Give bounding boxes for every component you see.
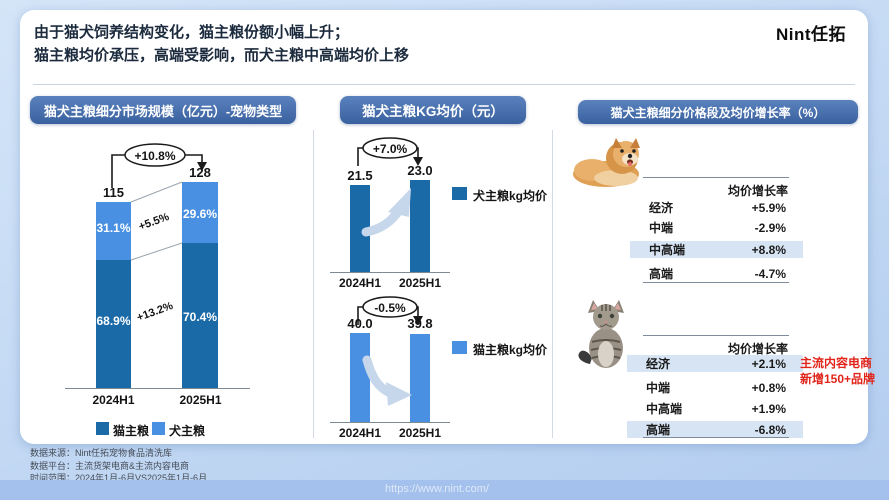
legend-label-dog-price: 犬主粮kg均价 xyxy=(473,189,548,203)
slide-title: 由于猫犬饲养结构变化，猫主粮份额小幅上升； 猫主粮均价承压，高端受影响，而犬主粮… xyxy=(34,21,409,68)
segment-panel-header: 猫犬主粮细分价格段及均价增长率（%） xyxy=(578,100,858,124)
dog-table-bottom-rule xyxy=(643,282,789,283)
segment-label: 中端 xyxy=(649,221,674,235)
dog-price-x-axis xyxy=(330,272,450,273)
cat-price-xtick-2024h1: 2024H1 xyxy=(338,426,382,440)
segment-value: +1.9% xyxy=(751,401,786,416)
legend-swatch-dog-price xyxy=(452,187,467,200)
time-range-note: 时间范围：2024年1月-6月VS2025年1月-6月 xyxy=(30,473,208,484)
report-card: Nint任拓 由于猫犬饲养结构变化，猫主粮份额小幅上升； 猫主粮均价承压，高端受… xyxy=(20,10,875,444)
segment-label: 经济 xyxy=(646,357,671,371)
dog-price-xtick-2024h1: 2024H1 xyxy=(338,276,382,290)
segment-label: 经济 xyxy=(649,201,674,215)
bar-cat-price-2024h1 xyxy=(350,333,370,422)
segment-value: -4.7% xyxy=(754,266,786,281)
legend-swatch-dog-food xyxy=(152,422,165,435)
cat-price-2024h1-value: 40.0 xyxy=(347,316,373,331)
cat-table-row-mid-high: 中高端 +1.9% xyxy=(627,400,803,417)
data-platform-note: 数据平台：主流货架电商&主流内容电商 xyxy=(30,460,190,471)
cat-price-2025h1-value: 39.8 xyxy=(407,316,433,331)
cat-table-row-economy: 经济 +2.1% xyxy=(627,355,803,372)
legend-label-cat-price: 猫主粮kg均价 xyxy=(473,343,548,357)
nint-logo: Nint任拓 xyxy=(775,25,846,44)
dog-table-row-economy: 经济 +5.9% xyxy=(630,199,803,216)
title-line-1: 由于猫犬饲养结构变化，猫主粮份额小幅上升； xyxy=(34,24,350,41)
content-ecommerce-annotation: 主流内容电商 新增150+品牌 xyxy=(800,355,889,387)
legend-swatch-cat-food xyxy=(96,422,109,435)
bar-cat-price-2025h1 xyxy=(410,334,430,422)
dog-table-top-rule xyxy=(643,177,789,178)
annotation-line-1: 主流内容电商 xyxy=(800,356,873,370)
dog-table-row-mid-high: 中高端 +8.8% xyxy=(630,241,803,258)
total-growth-label: +10.8% xyxy=(134,149,176,163)
market-xtick-2024h1: 2024H1 xyxy=(92,393,135,407)
dog-price-growth-label: +7.0% xyxy=(372,142,408,156)
segment-label: 中端 xyxy=(646,381,671,395)
cat-price-growth-label: -0.5% xyxy=(374,301,406,315)
bar-dog-price-2025h1 xyxy=(410,180,430,272)
total-value-2025h1: 128 xyxy=(189,165,211,180)
cat-table-row-high: 高端 -6.8% xyxy=(627,421,803,438)
watermark-url: https://www.nint.com/ xyxy=(385,483,489,495)
cat-price-xtick-2025h1: 2025H1 xyxy=(398,426,442,440)
segment-value: +8.8% xyxy=(751,242,786,257)
dog-share-2025h1: 29.6% xyxy=(182,207,218,221)
legend-label-cat-food: 猫主粮 xyxy=(113,424,150,438)
dog-price-2025h1-value: 23.0 xyxy=(407,163,433,178)
segment-value: +0.8% xyxy=(751,380,786,395)
cat-table-row-mid: 中端 +0.8% xyxy=(627,379,803,396)
tabby-kitten-image xyxy=(578,300,624,368)
segment-value: +5.9% xyxy=(751,200,786,215)
dog-segment-growth-label: +5.5% xyxy=(137,210,171,234)
dog-table-row-high: 高端 -4.7% xyxy=(630,265,803,282)
legend-swatch-cat-price xyxy=(452,341,467,354)
bar-2024h1-cat-food-segment xyxy=(96,260,131,388)
segment-value: -2.9% xyxy=(754,220,786,235)
pomeranian-dog-image xyxy=(573,138,640,187)
cat-table-column-header: 均价增长率 xyxy=(727,342,788,356)
cat-price-x-axis xyxy=(330,422,450,423)
cat-table-bottom-rule xyxy=(643,437,789,438)
bar-2025h1-cat-food-segment xyxy=(182,243,218,388)
bottom-bar: https://www.nint.com/ xyxy=(0,480,889,500)
segment-value: +2.1% xyxy=(751,356,786,371)
cat-share-2025h1: 70.4% xyxy=(182,310,218,324)
dog-table-column-header: 均价增长率 xyxy=(727,184,788,198)
market-xtick-2025h1: 2025H1 xyxy=(179,393,222,407)
bar-dog-price-2024h1 xyxy=(350,185,370,272)
title-divider xyxy=(33,84,855,85)
segment-value: -6.8% xyxy=(754,422,786,437)
dog-table-row-mid: 中端 -2.9% xyxy=(630,219,803,236)
panel-divider-left xyxy=(313,130,314,438)
legend-label-dog-food: 犬主粮 xyxy=(169,424,206,438)
total-value-2024h1: 115 xyxy=(103,185,124,200)
annotation-line-2: 新增150+品牌 xyxy=(800,372,876,387)
cat-segment-growth-label: +13.2% xyxy=(135,299,175,325)
dog-price-xtick-2025h1: 2025H1 xyxy=(398,276,442,290)
price-panel-header: 猫犬主粮KG均价（元） xyxy=(340,96,526,124)
bar-2025h1-dog-food-segment xyxy=(182,182,218,243)
footnotes: 数据来源：Nint任拓宠物食品清洗库 数据平台：主流货架电商&主流内容电商 时间… xyxy=(30,447,207,485)
dog-share-2024h1: 31.1% xyxy=(96,221,131,235)
segment-label: 中高端 xyxy=(646,402,683,416)
segment-label: 高端 xyxy=(649,267,674,281)
data-source-note: 数据来源：Nint任拓宠物食品清洗库 xyxy=(30,448,173,458)
panel-divider-right xyxy=(552,130,553,438)
title-line-2: 猫主粮均价承压，高端受影响，而犬主粮中高端均价上移 xyxy=(34,47,410,65)
cat-share-2024h1: 68.9% xyxy=(96,314,131,328)
cat-table-top-rule xyxy=(643,335,789,336)
segment-label: 高端 xyxy=(646,423,671,437)
segment-label: 中高端 xyxy=(649,243,686,257)
market-x-axis xyxy=(65,388,250,389)
market-panel-header: 猫犬主粮细分市场规模（亿元）-宠物类型 xyxy=(30,96,296,124)
bar-2024h1-dog-food-segment xyxy=(96,202,131,260)
dog-price-2024h1-value: 21.5 xyxy=(347,168,373,183)
